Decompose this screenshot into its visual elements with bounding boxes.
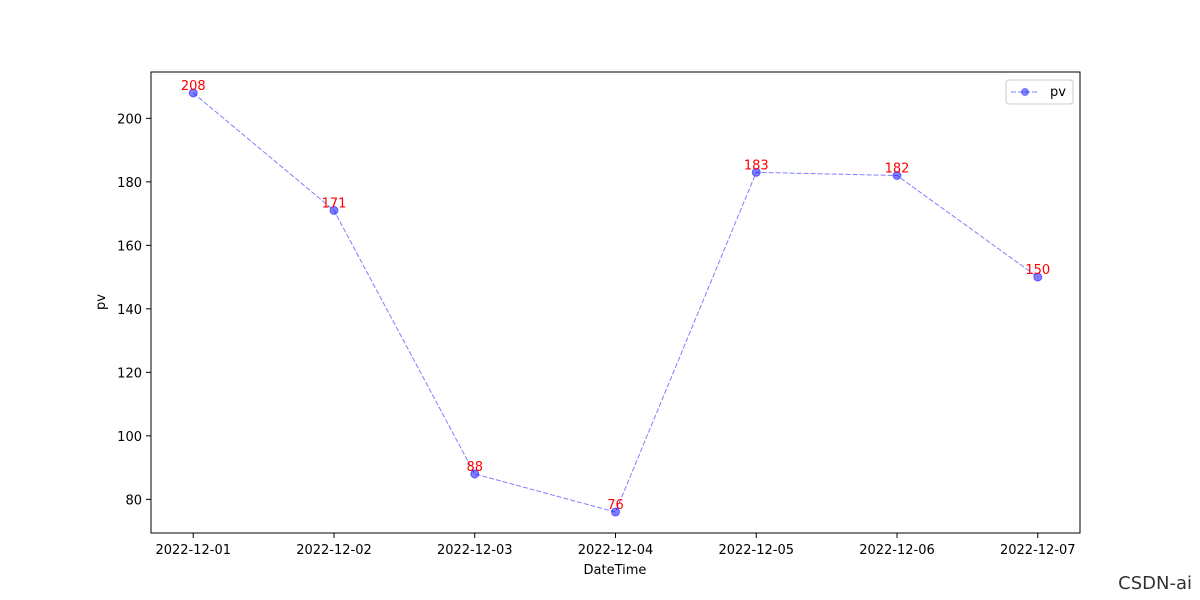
value-label: 88 [466, 460, 483, 475]
value-label: 150 [1025, 263, 1050, 278]
series-line [192, 92, 1039, 513]
watermark: CSDN-ai [1118, 573, 1192, 594]
x-tick-label: 2022-12-07 [1000, 543, 1076, 558]
point [751, 167, 761, 177]
y-tick-label: 160 [117, 239, 142, 254]
y-tick-label: 100 [117, 430, 142, 445]
y-tick-label: 80 [125, 493, 142, 508]
value-label: 182 [885, 162, 910, 177]
y-tick-label: 140 [117, 303, 142, 318]
x-tick-label: 2022-12-03 [437, 543, 513, 558]
point [188, 88, 198, 98]
value-label: 208 [181, 79, 206, 94]
value-label: 76 [607, 498, 624, 513]
legend-label: pv [1050, 85, 1066, 100]
y-axis-label: pv [94, 294, 109, 310]
x-tick-label: 2022-12-01 [155, 543, 231, 558]
legend-marker [1021, 88, 1029, 96]
point [892, 171, 902, 181]
legend-box [1005, 79, 1074, 105]
x-axis-label: DateTime [584, 563, 647, 578]
x-tick-label: 2022-12-02 [296, 543, 372, 558]
x-tick-label: 2022-12-06 [859, 543, 935, 558]
x-tick-label: 2022-12-05 [718, 543, 794, 558]
y-tick-label: 180 [117, 176, 142, 191]
point [611, 507, 620, 517]
value-label: 171 [322, 196, 347, 211]
y-tick-label: 200 [117, 112, 142, 127]
point [1033, 272, 1043, 282]
x-tick-label: 2022-12-04 [578, 543, 654, 558]
plot-frame [150, 71, 1081, 534]
point [329, 205, 339, 215]
y-tick-label: 120 [117, 366, 142, 381]
value-label: 183 [744, 158, 769, 173]
point [470, 469, 480, 479]
